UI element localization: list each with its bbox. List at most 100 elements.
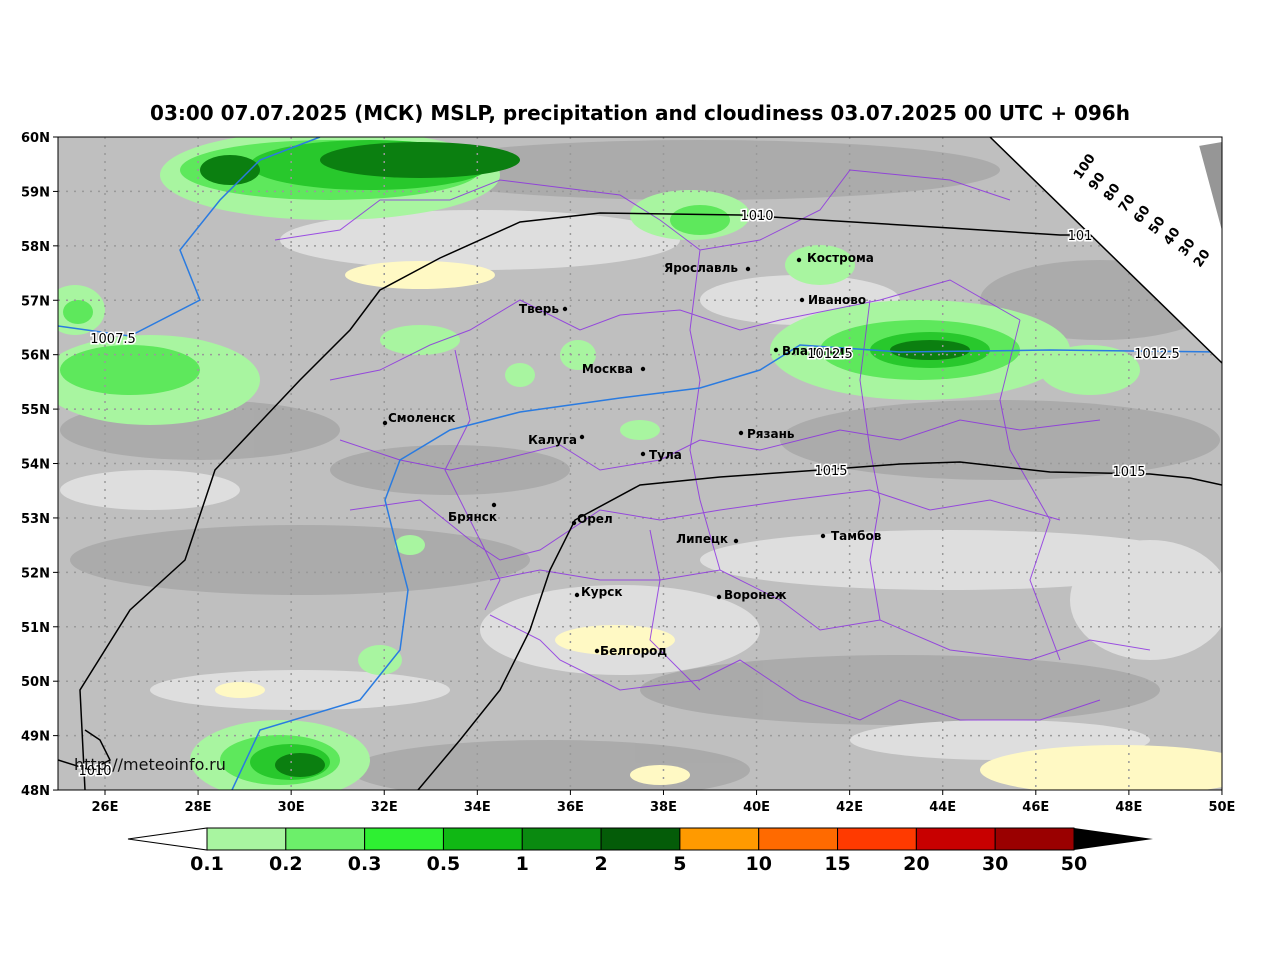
isobar-label: 1010 [78, 764, 111, 779]
lat-label: 50N [21, 675, 50, 690]
city-label: Курск [581, 585, 622, 599]
lon-label: 28E [185, 800, 212, 815]
city-label: Белгород [600, 644, 667, 658]
lat-label: 52N [21, 566, 50, 581]
city-label: Тула [649, 448, 682, 462]
colorbar-label: 10 [746, 853, 772, 875]
lat-label: 51N [21, 621, 50, 636]
city-dot [579, 434, 585, 440]
city-dot [382, 420, 388, 426]
city-label: Воронеж [724, 588, 787, 602]
colorbar-cell [521, 827, 602, 851]
city-dot [571, 520, 577, 526]
lat-label: 56N [21, 349, 50, 364]
lon-label: 38E [650, 800, 677, 815]
lon-label: 48E [1115, 800, 1142, 815]
colorbar-label: 50 [1061, 853, 1087, 875]
watermark: http://meteoinfo.ru [74, 755, 226, 774]
lat-label: 55N [21, 403, 50, 418]
colorbar-label: 5 [673, 853, 686, 875]
city-label: Тамбов [831, 529, 882, 543]
colorbar-cell [679, 827, 760, 851]
city-label: Кострома [807, 251, 874, 265]
colorbar-label: 1 [516, 853, 529, 875]
city-dot [491, 502, 497, 508]
title: 03:00 07.07.2025 (МСК) MSLP, precipitati… [150, 101, 1130, 125]
city-label: Тверь [519, 302, 560, 316]
isobar-label: 1015 [814, 464, 847, 479]
cloud-scale-cell [1229, 140, 1260, 240]
lon-label: 26E [92, 800, 119, 815]
city-dot [716, 594, 722, 600]
city-dot [640, 451, 646, 457]
colorbar-cell [442, 827, 523, 851]
cloud-scale-cell [1197, 141, 1222, 235]
lat-label: 54N [21, 458, 50, 473]
colorbar-cell [994, 827, 1075, 851]
city-label: Рязань [747, 427, 795, 441]
colorbar-label: 0.3 [348, 853, 382, 875]
colorbar-cell [600, 827, 681, 851]
colorbar-label: 0.2 [269, 853, 303, 875]
colorbar-cell [837, 827, 917, 851]
isobar-label: 1012.5 [807, 347, 853, 362]
city-dot [594, 648, 600, 654]
isobar-label: 1012.5 [1134, 347, 1180, 362]
cloud-scale-cell [1269, 160, 1281, 254]
city-dot [738, 430, 744, 436]
lat-label: 53N [21, 512, 50, 527]
city-dot [574, 592, 580, 598]
colorbar-upper [1074, 828, 1153, 850]
isobar-label: 101 [1068, 229, 1093, 244]
colorbar-label: 0.1 [190, 853, 224, 875]
city-label: Брянск [448, 510, 497, 524]
city-label: Ярославль [664, 261, 738, 275]
city-dot [796, 257, 802, 263]
city-label: Владимир [782, 344, 853, 358]
colorbar-cell [915, 827, 996, 851]
lon-label: 32E [371, 800, 398, 815]
lon-label: 40E [743, 800, 770, 815]
city-dot [745, 266, 751, 272]
lat-label: 58N [21, 240, 50, 255]
lat-label: 57N [21, 294, 50, 309]
colorbar-label: 30 [982, 853, 1008, 875]
cloud-scale-cell [1259, 148, 1281, 248]
lat-label: 60N [21, 131, 50, 146]
lon-label: 30E [278, 800, 305, 815]
cloud-scale-cell [1247, 141, 1281, 243]
colorbar-cell [206, 827, 287, 851]
city-dot [799, 297, 805, 303]
city-dot [640, 366, 646, 372]
city-label: Смоленск [388, 411, 455, 425]
colorbar-label: 20 [903, 853, 929, 875]
lat-label: 48N [21, 784, 50, 799]
colorbar-lower [127, 827, 208, 851]
city-dot [820, 533, 826, 539]
lon-label: 42E [836, 800, 863, 815]
city-dot [733, 538, 739, 544]
city-label: Калуга [528, 433, 577, 447]
lat-label: 49N [21, 730, 50, 745]
lon-label: 36E [557, 800, 584, 815]
city-dot [773, 347, 779, 353]
colorbar-cell [285, 827, 366, 851]
city-label: Иваново [808, 293, 866, 307]
lat-label: 59N [21, 185, 50, 200]
lon-label: 34E [464, 800, 491, 815]
lon-label: 50E [1208, 800, 1235, 815]
lon-label: 46E [1022, 800, 1049, 815]
lon-label: 44E [929, 800, 956, 815]
colorbar-label: 2 [594, 853, 607, 875]
colorbar-label: 0.5 [427, 853, 461, 875]
city-label: Липецк [676, 532, 728, 546]
colorbar-label: 15 [824, 853, 850, 875]
colorbar-cell [364, 827, 444, 851]
colorbar-cell [758, 827, 839, 851]
isobar-label: 1007.5 [90, 332, 136, 347]
city-label: Орел [577, 512, 613, 526]
city-dot [562, 306, 568, 312]
city-label: Москва [582, 362, 633, 376]
